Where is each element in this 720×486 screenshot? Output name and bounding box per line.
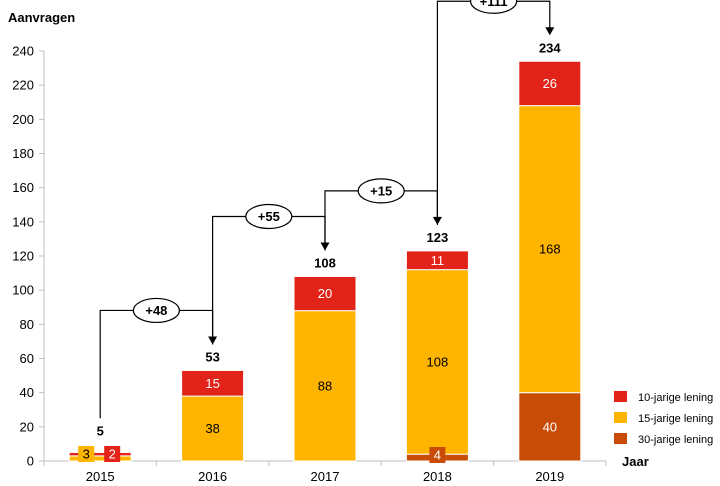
data-label: 108 (427, 354, 449, 369)
bar-segment (405, 269, 469, 455)
y-axis: 0 20 40 60 80 100 120 140 160 180 200 220 240 (12, 44, 45, 469)
y-tick-label: 100 (12, 283, 34, 298)
x-tick-label: 2015 (86, 469, 115, 484)
x-axis-title: Jaar (622, 454, 649, 469)
difference-label: +15 (370, 183, 392, 198)
bars: 3 2 38 15 88 20 4 108 11 40 168 26 5 53 108 123 234 (68, 40, 582, 463)
legend: 10-jarige lening 15-jarige lening 30-jarig… (614, 391, 713, 446)
difference-connectors: +48 +55 +15 +111 (99, 0, 555, 419)
y-tick-label: 180 (12, 146, 34, 161)
difference-bubble (132, 297, 180, 324)
bar-segment (518, 105, 582, 394)
data-label-box (429, 447, 446, 463)
difference-label: +48 (145, 303, 167, 318)
bar-segment (293, 310, 357, 462)
bar-segment (405, 250, 469, 271)
bar-segment (518, 60, 582, 107)
data-label: 20 (318, 286, 332, 301)
y-tick-label: 0 (27, 454, 34, 469)
legend-swatch (614, 412, 627, 423)
x-tick-label: 2017 (311, 469, 340, 484)
y-tick-label: 240 (12, 44, 34, 59)
bar-segment (518, 392, 582, 462)
x-tick-label: 2019 (535, 469, 564, 484)
y-tick-label: 120 (12, 249, 34, 264)
bar-segment (293, 276, 357, 312)
data-label: 168 (539, 242, 561, 257)
arrow-head (545, 27, 555, 36)
y-tick-label: 200 (12, 112, 34, 127)
legend-swatch (614, 391, 627, 402)
data-label: 4 (434, 448, 441, 463)
data-label: 3 (83, 447, 90, 462)
y-tick-label: 20 (20, 419, 34, 434)
data-label: 40 (543, 419, 557, 434)
data-label: 38 (205, 421, 219, 436)
y-tick-label: 40 (20, 385, 34, 400)
legend-label: 15-jarige lening (638, 413, 713, 425)
data-label-box (78, 446, 95, 462)
total-label: 5 (97, 423, 104, 438)
difference-bubble (357, 178, 405, 204)
bar-segment (181, 395, 245, 462)
y-tick-label: 160 (12, 180, 34, 195)
legend-swatch (614, 433, 627, 444)
difference-label: +55 (258, 209, 280, 224)
data-label: 26 (543, 76, 557, 91)
total-label: 108 (314, 256, 336, 271)
y-tick-label: 80 (20, 317, 34, 332)
y-tick-label: 220 (12, 78, 34, 93)
total-label: 53 (205, 349, 219, 364)
total-label: 123 (427, 230, 449, 245)
x-axis: 2015 2016 2017 2018 2019 (43, 460, 607, 484)
difference-label: +111 (480, 0, 508, 9)
x-tick-label: 2018 (423, 469, 452, 484)
y-tick-label: 140 (12, 214, 34, 229)
data-label: 2 (109, 447, 116, 462)
x-tick-label: 2016 (198, 469, 227, 484)
data-label: 11 (431, 253, 445, 268)
data-label-box (104, 446, 121, 462)
legend-label: 30-jarige lening (638, 434, 713, 446)
total-label: 234 (539, 40, 561, 55)
data-label: 88 (318, 378, 332, 393)
bar-segment (68, 451, 132, 457)
bar-segment (181, 369, 245, 397)
difference-bubble (470, 0, 518, 14)
data-label: 15 (205, 376, 219, 391)
y-axis-title: Aanvragen (8, 10, 75, 25)
legend-label: 10-jarige lening (638, 392, 713, 404)
y-tick-label: 60 (20, 351, 34, 366)
difference-bubble (245, 203, 293, 230)
